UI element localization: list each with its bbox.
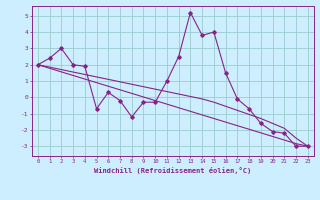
X-axis label: Windchill (Refroidissement éolien,°C): Windchill (Refroidissement éolien,°C) — [94, 167, 252, 174]
